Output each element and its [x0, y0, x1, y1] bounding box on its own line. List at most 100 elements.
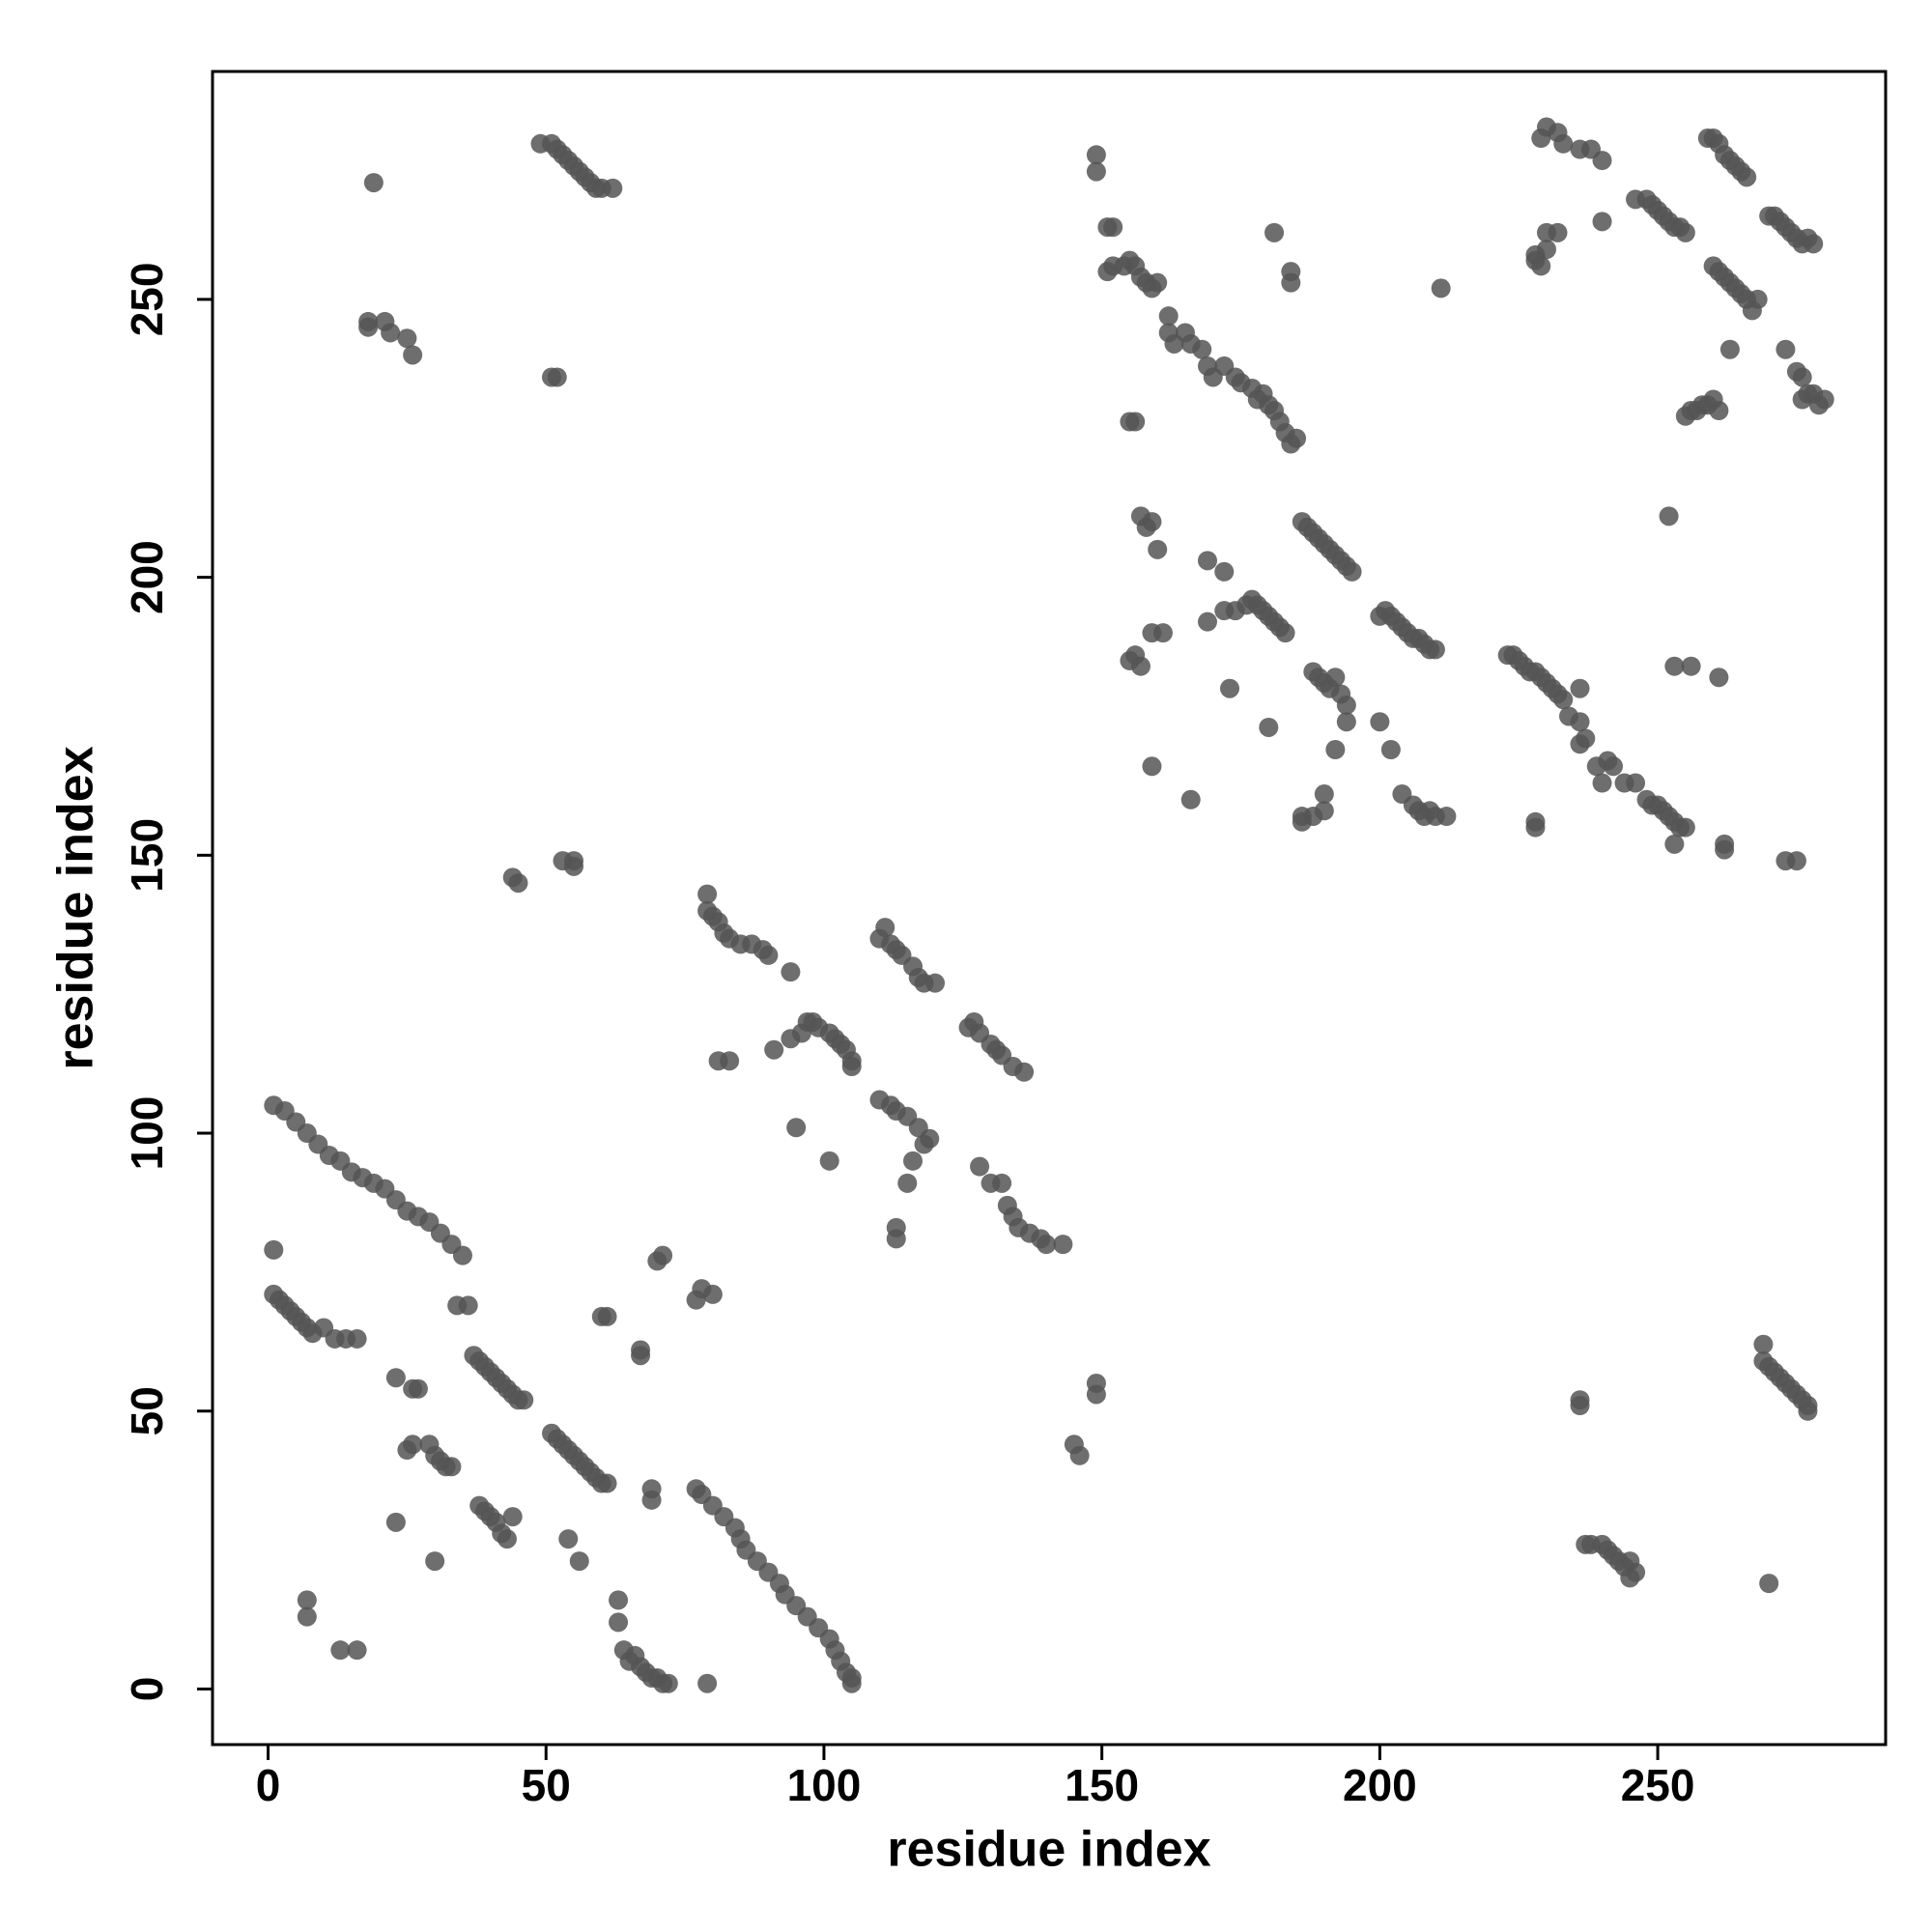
point [1548, 222, 1568, 242]
point [1214, 561, 1235, 582]
x-tick-label: 150 [1065, 1760, 1139, 1810]
point [597, 1473, 617, 1493]
point [297, 1606, 317, 1627]
point [1037, 1235, 1057, 1255]
x-tick-label: 50 [522, 1760, 571, 1810]
point [297, 1590, 317, 1610]
plot-frame [211, 70, 1888, 1747]
point [1626, 773, 1646, 793]
point [764, 1039, 784, 1060]
point [1709, 401, 1729, 421]
point [497, 1529, 517, 1549]
point [1675, 817, 1695, 838]
point [1531, 256, 1551, 276]
x-axis-title: residue index [887, 1822, 1210, 1878]
point [547, 367, 567, 387]
point [1264, 222, 1285, 242]
point [1792, 367, 1812, 387]
point [1314, 801, 1334, 821]
y-tick-label: 250 [122, 263, 172, 337]
point [1103, 217, 1123, 238]
point [886, 1229, 906, 1249]
point [992, 1173, 1012, 1193]
point [458, 1295, 478, 1316]
point [1570, 1395, 1590, 1415]
point [403, 1435, 423, 1455]
point [1142, 756, 1162, 777]
point [1325, 668, 1346, 688]
point [452, 1245, 472, 1265]
point [508, 873, 528, 894]
point [1525, 817, 1546, 838]
point [697, 1673, 718, 1693]
point [358, 317, 379, 337]
y-tick-label: 200 [122, 540, 172, 614]
point [1576, 728, 1596, 749]
point [781, 962, 801, 982]
point [720, 1051, 740, 1071]
point [1592, 212, 1612, 232]
point [330, 1640, 351, 1661]
x-tick-label: 200 [1343, 1760, 1417, 1810]
point [1180, 789, 1201, 810]
point [603, 178, 623, 198]
point [1281, 272, 1301, 293]
point [264, 1239, 284, 1260]
point [609, 1590, 629, 1610]
point [1592, 151, 1612, 171]
point [1342, 561, 1362, 582]
point [397, 328, 417, 349]
point [385, 1368, 406, 1388]
point [1553, 690, 1574, 710]
point [1604, 756, 1624, 777]
point [1664, 834, 1685, 854]
point [1436, 807, 1457, 827]
point [441, 1457, 462, 1477]
point [1086, 1384, 1106, 1405]
point [1314, 784, 1334, 805]
point [1130, 656, 1151, 676]
point [697, 884, 718, 904]
point [1675, 222, 1695, 242]
point [925, 973, 946, 993]
y-tick-label: 0 [122, 1677, 172, 1702]
point [841, 1056, 862, 1076]
point [1681, 656, 1701, 676]
point [1125, 412, 1146, 432]
point [1197, 611, 1217, 632]
point [1709, 668, 1729, 688]
point [970, 1156, 990, 1177]
point [1425, 639, 1445, 660]
point [920, 1128, 940, 1149]
point [1715, 839, 1735, 860]
point [564, 856, 584, 876]
point [1142, 512, 1162, 532]
point [1759, 1574, 1779, 1594]
y-axis-title: residue index [48, 746, 104, 1069]
point [1086, 161, 1106, 182]
point [347, 1640, 367, 1661]
point [786, 1118, 807, 1138]
point [641, 1490, 662, 1510]
point [1158, 306, 1179, 327]
point [597, 1306, 617, 1326]
point [558, 1529, 579, 1549]
point [403, 345, 423, 365]
y-tick-label: 150 [122, 818, 172, 893]
point [875, 918, 895, 938]
point [658, 1673, 678, 1693]
x-tick-label: 100 [787, 1760, 862, 1810]
point [1053, 1235, 1073, 1255]
point [1197, 551, 1217, 571]
point [1148, 539, 1168, 559]
point [1570, 712, 1590, 732]
point [1804, 234, 1824, 254]
point [1380, 740, 1401, 760]
point [1553, 133, 1574, 154]
point [1776, 851, 1796, 871]
point [408, 1378, 428, 1399]
y-tick-label: 100 [122, 1096, 172, 1171]
point [514, 1390, 534, 1410]
